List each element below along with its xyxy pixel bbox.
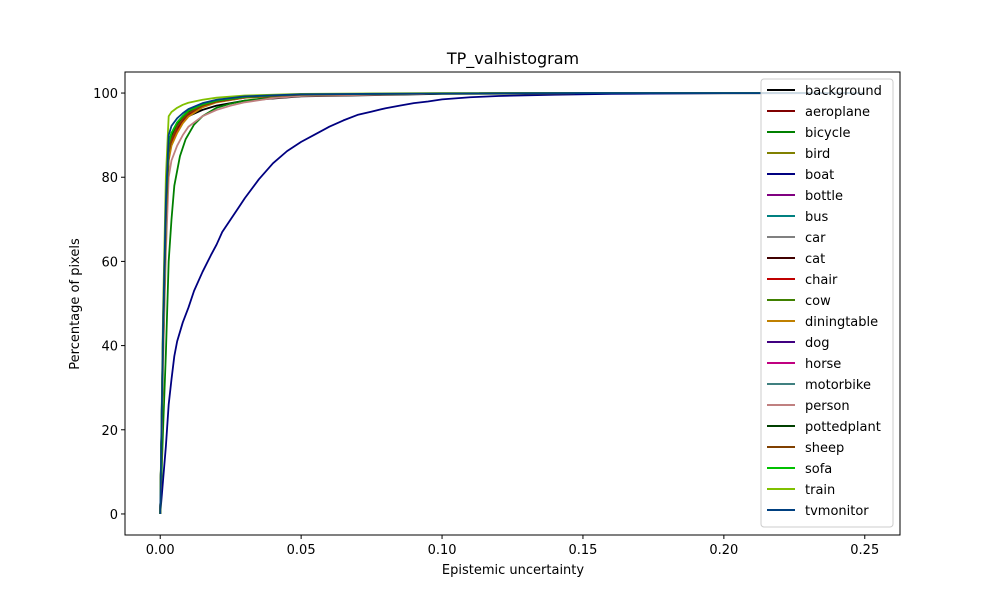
legend-label-bicycle: bicycle bbox=[805, 126, 850, 141]
legend-label-diningtable: diningtable bbox=[805, 315, 878, 330]
legend-label-cow: cow bbox=[805, 294, 831, 309]
x-tick-label: 0.20 bbox=[709, 543, 738, 558]
x-axis: 0.00 0.05 0.10 0.15 0.20 0.25 bbox=[146, 535, 879, 558]
legend-label-aeroplane: aeroplane bbox=[805, 105, 870, 120]
series-line-boat bbox=[159, 92, 865, 515]
y-tick-label: 0 bbox=[110, 508, 118, 523]
y-axis: 0 20 40 60 80 100 bbox=[93, 87, 125, 523]
y-tick-label: 100 bbox=[93, 87, 118, 102]
y-tick-label: 60 bbox=[101, 255, 118, 270]
legend-label-car: car bbox=[805, 231, 826, 246]
legend-label-sofa: sofa bbox=[805, 462, 832, 477]
x-axis-title: Epistemic uncertainty bbox=[442, 563, 584, 578]
legend-label-sheep: sheep bbox=[805, 441, 844, 456]
legend-label-cat: cat bbox=[805, 252, 825, 267]
x-tick-label: 0.10 bbox=[428, 543, 457, 558]
legend-label-tvmonitor: tvmonitor bbox=[805, 504, 869, 519]
legend-label-pottedplant: pottedplant bbox=[805, 420, 881, 435]
legend-label-boat: boat bbox=[805, 168, 834, 183]
x-tick-label: 0.15 bbox=[568, 543, 597, 558]
x-tick-label: 0.05 bbox=[287, 543, 316, 558]
legend-box bbox=[760, 78, 894, 528]
legend-label-bottle: bottle bbox=[805, 189, 843, 204]
chart-title: TP_valhistogram bbox=[446, 49, 579, 69]
y-tick-label: 40 bbox=[101, 340, 118, 355]
series-line-tvmonitor bbox=[159, 92, 865, 514]
legend-label-motorbike: motorbike bbox=[805, 378, 871, 393]
legend-label-bird: bird bbox=[805, 147, 830, 162]
y-tick-label: 80 bbox=[101, 171, 118, 186]
x-tick-label: 0.25 bbox=[850, 543, 879, 558]
legend-label-background: background bbox=[805, 84, 882, 99]
plot-area-frame bbox=[124, 71, 901, 536]
legend-label-horse: horse bbox=[805, 357, 841, 372]
legend-label-chair: chair bbox=[805, 273, 838, 288]
legend: background aeroplane bicycle bird boat bottle… bbox=[760, 78, 894, 528]
y-axis-title: Percentage of pixels bbox=[68, 238, 83, 370]
legend-label-person: person bbox=[805, 399, 850, 414]
legend-label-train: train bbox=[805, 483, 835, 498]
y-tick-label: 20 bbox=[101, 424, 118, 439]
legend-label-dog: dog bbox=[805, 336, 829, 351]
x-tick-label: 0.00 bbox=[146, 543, 175, 558]
series-layer bbox=[159, 92, 865, 515]
legend-label-bus: bus bbox=[805, 210, 828, 225]
